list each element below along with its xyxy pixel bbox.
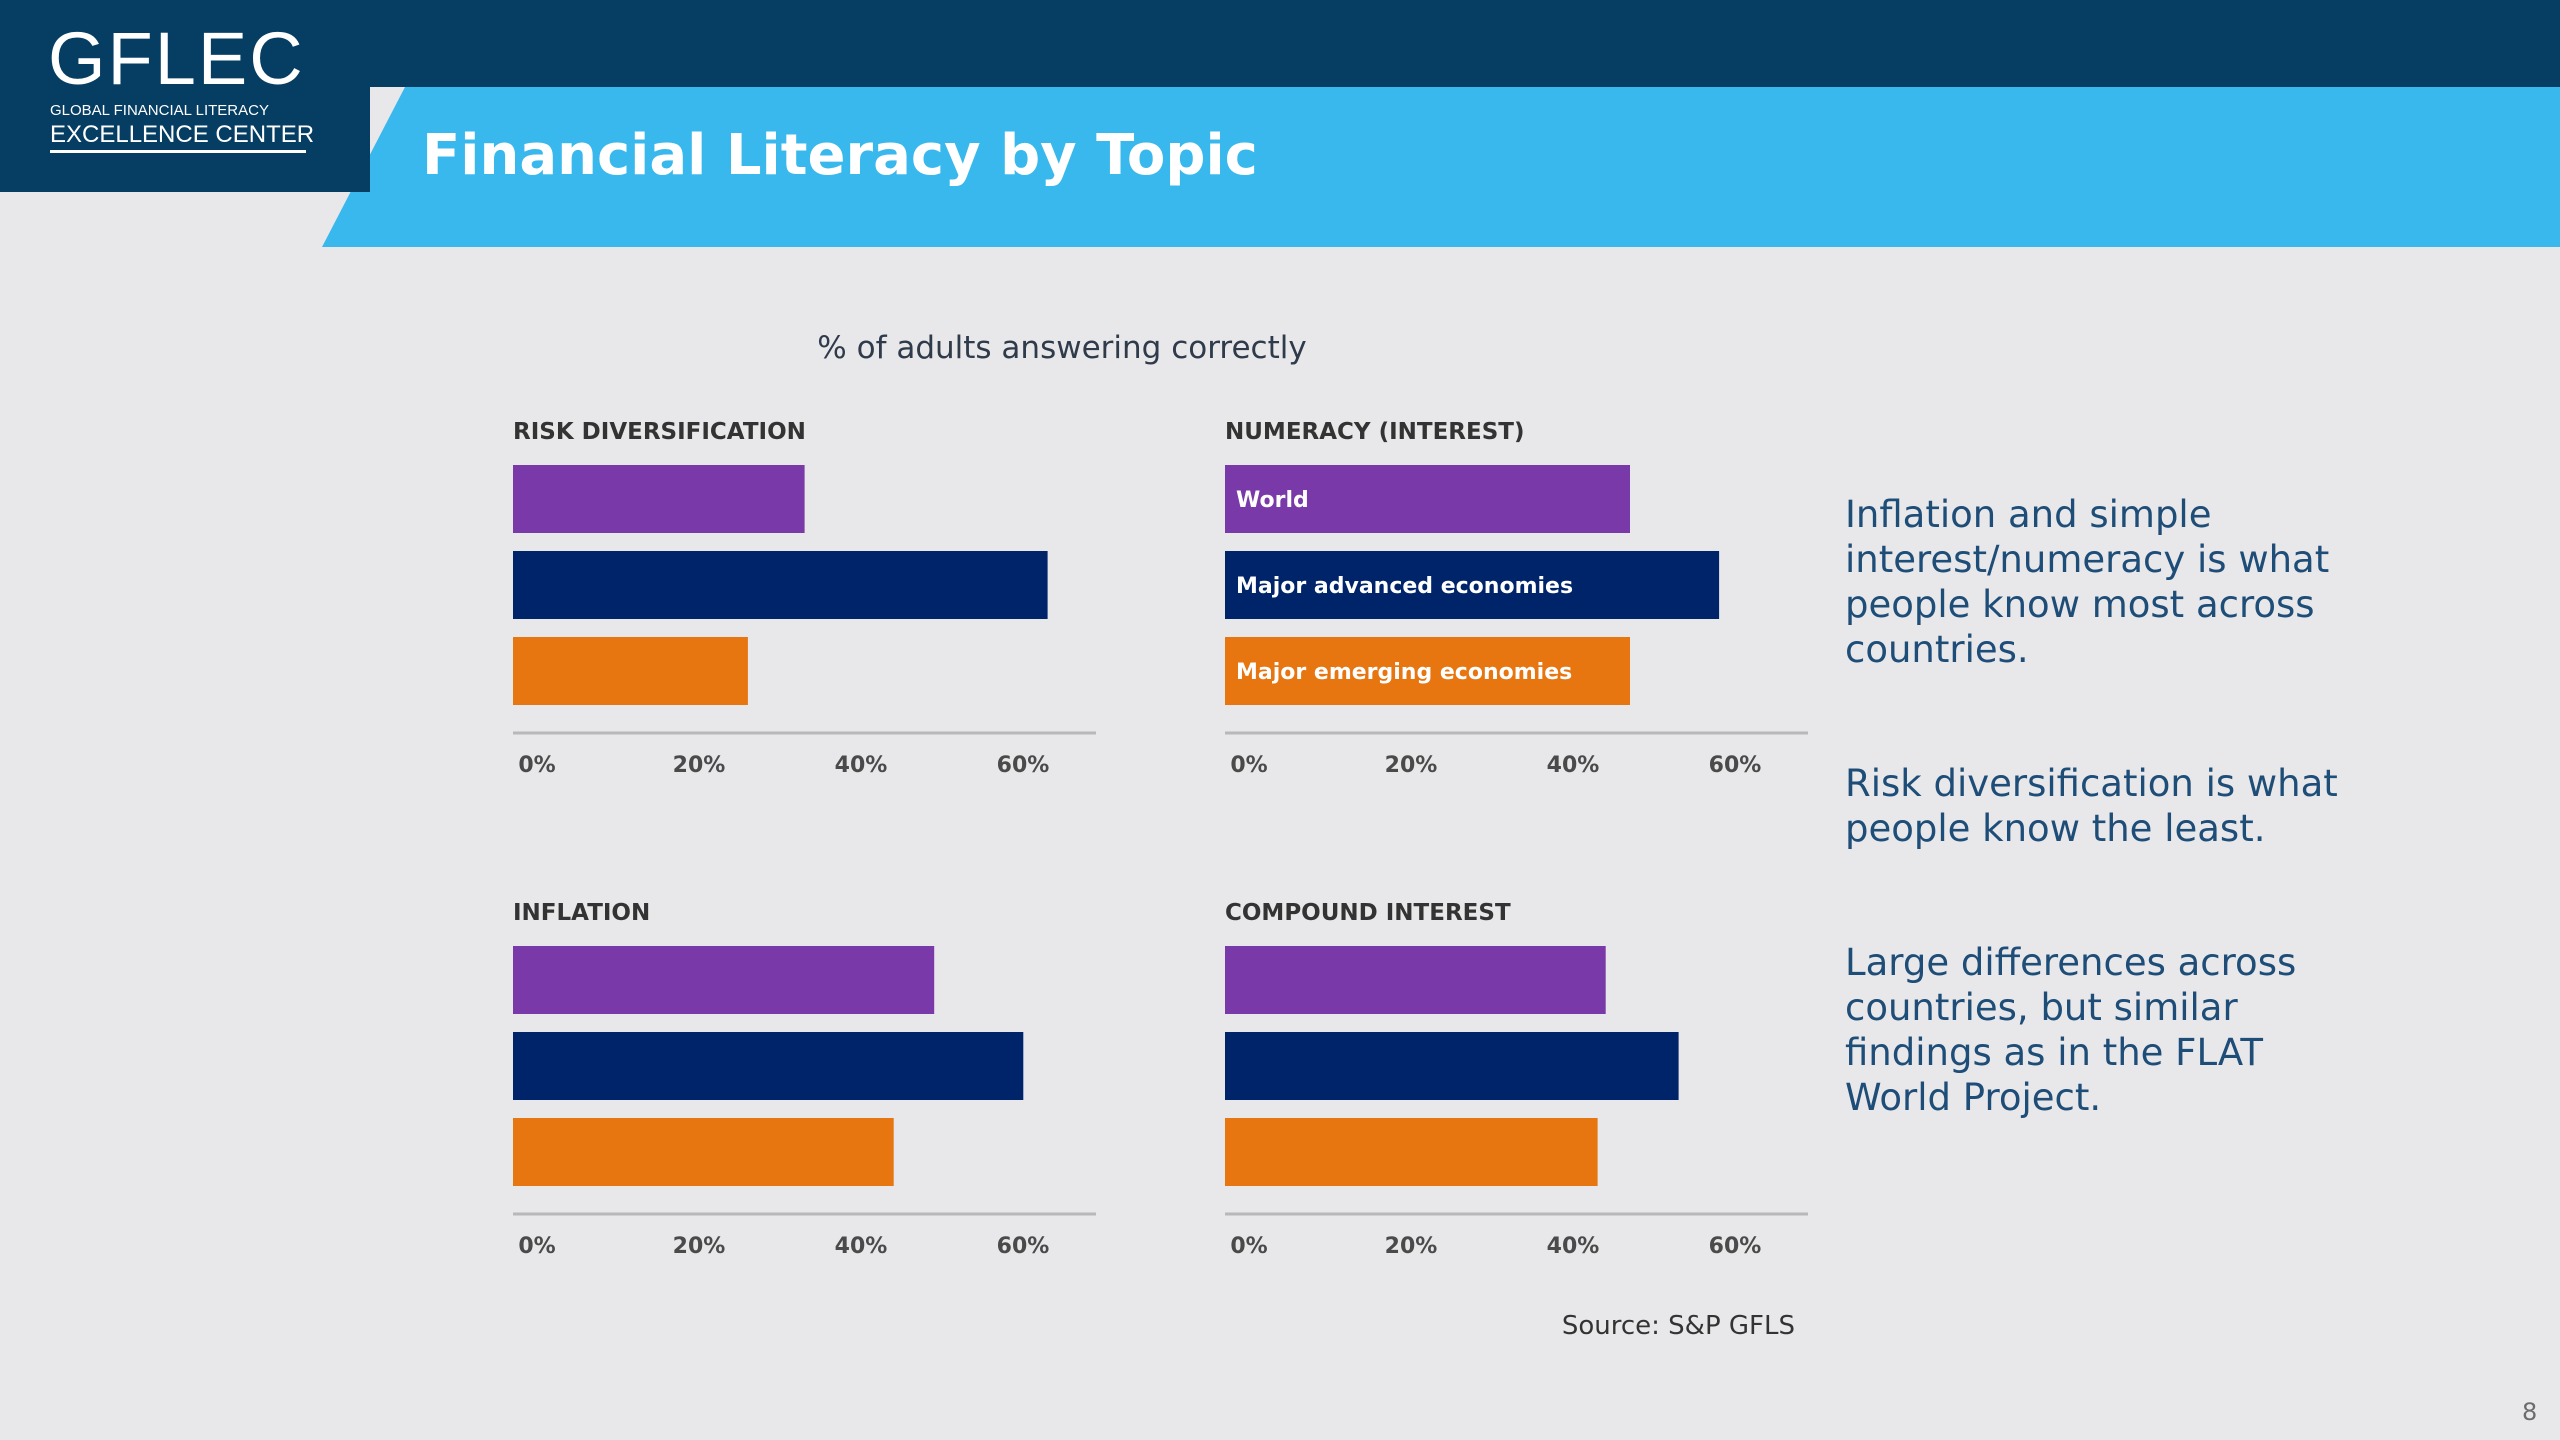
bar-label-emerging: Major emerging economies (1236, 660, 1572, 685)
x-tick-label: 60% (1709, 753, 1762, 778)
bar-advanced (513, 1032, 1024, 1100)
bar-emerging (1225, 637, 1630, 705)
page-number: 8 (2522, 1398, 2538, 1426)
x-tick-label: 20% (1385, 753, 1438, 778)
x-tick-label: 40% (1547, 753, 1600, 778)
bar-emerging (1225, 1118, 1598, 1186)
bar-advanced (1225, 1032, 1679, 1100)
chart-panel-risk-diversification: RISK DIVERSIFICATION 0% 20% 40% 60% (513, 419, 1096, 778)
chart-title: COMPOUND INTEREST (1225, 900, 1511, 926)
x-tick-label: 60% (997, 1234, 1050, 1259)
title-band (322, 87, 2560, 247)
chart-panel-numeracy-interest: NUMERACY (INTEREST) World Major advanced e… (1225, 419, 1808, 778)
x-tick-label: 20% (673, 753, 726, 778)
bar-advanced (513, 551, 1048, 619)
chart-title: RISK DIVERSIFICATION (513, 419, 806, 445)
chart-title: INFLATION (513, 900, 650, 926)
x-tick-label: 40% (1547, 1234, 1600, 1259)
x-tick-label: 0% (1230, 1234, 1267, 1259)
logo-underline (50, 150, 306, 153)
logo-tagline-small: GLOBAL FINANCIAL LITERACY (50, 102, 269, 119)
chart-panel-inflation: INFLATION 0% 20% 40% 60% (513, 900, 1096, 1259)
bar-world (1225, 465, 1630, 533)
chart-subtitle: % of adults answering correctly (817, 330, 1306, 366)
x-tick-label: 0% (1230, 753, 1267, 778)
x-tick-label: 60% (1709, 1234, 1762, 1259)
x-tick-label: 20% (1385, 1234, 1438, 1259)
x-tick-label: 40% (835, 1234, 888, 1259)
bar-advanced (1225, 551, 1720, 619)
logo-wordmark: GFLEC (48, 17, 305, 100)
chart-panel-compound-interest: COMPOUND INTEREST 0% 20% 40% 60% (1225, 900, 1808, 1259)
bar-world (1225, 946, 1606, 1014)
bar-world (513, 465, 805, 533)
logo: GFLEC GLOBAL FINANCIAL LITERACY EXCELLEN… (0, 0, 370, 192)
logo-tagline: EXCELLENCE CENTER (50, 121, 315, 148)
bar-world (513, 946, 935, 1014)
bar-label-world: World (1236, 488, 1309, 513)
slide-title: Financial Literacy by Topic (422, 123, 1258, 188)
callout-2: Risk diversification is what people know… (1845, 762, 2338, 850)
x-tick-label: 0% (518, 753, 555, 778)
chart-title: NUMERACY (INTEREST) (1225, 419, 1524, 445)
bar-label-advanced: Major advanced economies (1236, 574, 1573, 599)
callout-3: Large differences across countries, but … (1845, 941, 2297, 1119)
title-band-shape (322, 87, 2560, 247)
source-note: Source: S&P GFLS (1562, 1311, 1795, 1341)
x-tick-label: 0% (518, 1234, 555, 1259)
callout-1: Inflation and simple interest/numeracy i… (1845, 493, 2330, 671)
header-band-dark (0, 0, 2560, 87)
bar-emerging (513, 637, 748, 705)
bar-emerging (513, 1118, 894, 1186)
x-tick-label: 40% (835, 753, 888, 778)
x-tick-label: 20% (673, 1234, 726, 1259)
x-tick-label: 60% (997, 753, 1050, 778)
